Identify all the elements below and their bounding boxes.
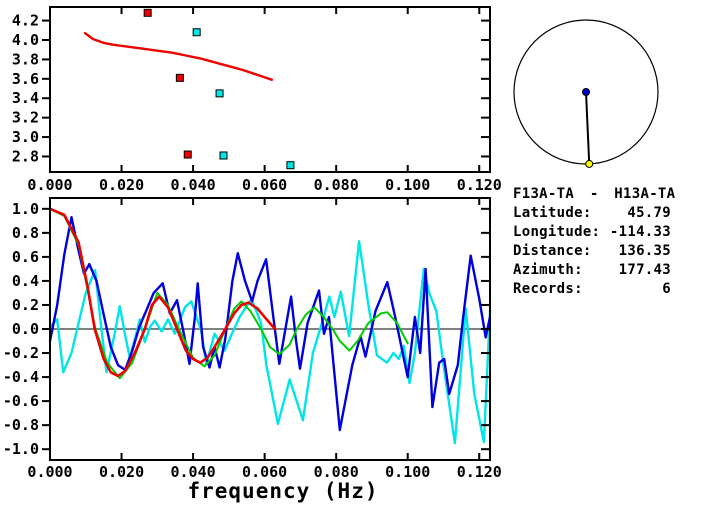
y-tick-label: 4.2: [12, 12, 39, 30]
station-pair-title: F13A-TA - H13A-TA: [513, 186, 676, 202]
y-tick-label: -1.0: [3, 440, 39, 458]
y-tick-label: 4.0: [12, 31, 39, 49]
longitude-value: -114.33: [609, 224, 671, 240]
azimuth-line: [585, 91, 591, 164]
x-axis-title: frequency (Hz): [187, 479, 379, 503]
info-row-distance: Distance: 136.35: [513, 242, 671, 261]
x-tick-label: 0.120: [457, 463, 502, 481]
y-tick-label: -0.2: [3, 344, 39, 362]
records-label: Records:: [513, 281, 583, 297]
x-tick-label: 0.000: [27, 176, 72, 194]
y-tick-label: -0.8: [3, 416, 39, 434]
series-fit-red: [48, 207, 277, 378]
x-tick-label: 0.120: [457, 176, 502, 194]
series-trace-blue: [48, 216, 492, 432]
x-tick-label: 0.040: [171, 463, 216, 481]
y-tick-label: 3.6: [12, 70, 39, 88]
pick-marker-picks-cyan[interactable]: [215, 89, 224, 98]
info-row-longitude: Longitude: -114.33: [513, 223, 671, 242]
y-tick-label: 3.8: [12, 50, 39, 68]
paired-station-dot: [585, 159, 594, 168]
y-tick-label: 0.4: [12, 272, 39, 290]
x-tick-label: 0.080: [314, 176, 359, 194]
pick-marker-picks-red[interactable]: [143, 8, 152, 17]
series-trace-cyan: [48, 240, 492, 445]
azimuth-map: [513, 19, 659, 168]
x-tick-label: 0.100: [385, 176, 430, 194]
records-value: 6: [662, 281, 671, 297]
series-model-dispersion-curve: [83, 32, 273, 82]
y-tick-label: 0.6: [12, 248, 39, 266]
pick-marker-picks-cyan[interactable]: [286, 161, 295, 170]
reference-station-dot: [582, 88, 590, 96]
info-row-records: Records: 6: [513, 280, 671, 299]
x-tick-label: 0.080: [314, 463, 359, 481]
plot-border: [49, 6, 491, 173]
cross-spectrum-plot[interactable]: 0.000 0.020 0.040 0.060 0.080 0.100 0.120 1.0 0.…: [0, 196, 502, 519]
latitude-value: 45.79: [627, 205, 671, 221]
y-tick-label: 1.0: [12, 200, 39, 218]
longitude-label: Longitude:: [513, 224, 601, 240]
latitude-label: Latitude:: [513, 205, 592, 221]
x-tick-label: 0.040: [171, 176, 216, 194]
y-tick-label: 2.8: [12, 147, 39, 165]
x-tick-label: 0.000: [27, 463, 72, 481]
y-tick-label: 0.0: [12, 320, 39, 338]
x-tick-label: 0.020: [99, 463, 144, 481]
x-tick-label: 0.020: [99, 176, 144, 194]
pick-marker-picks-red[interactable]: [175, 73, 184, 82]
azimuth-label: Azimuth:: [513, 262, 583, 278]
y-tick-label: 3.2: [12, 109, 39, 127]
x-tick-label: 0.060: [242, 463, 287, 481]
y-tick-label: 3.0: [12, 128, 39, 146]
distance-value: 136.35: [618, 243, 671, 259]
info-row-latitude: Latitude: 45.79: [513, 204, 671, 223]
x-tick-label: 0.060: [242, 176, 287, 194]
dispersion-plot[interactable]: 0.000 0.020 0.040 0.060 0.080 0.100 0.120 4.24.…: [0, 0, 502, 196]
y-tick-label: -0.6: [3, 392, 39, 410]
station-info-panel: F13A-TA - H13A-TA Latitude: 45.79 Longit…: [513, 185, 676, 299]
pick-marker-picks-cyan[interactable]: [192, 28, 201, 37]
info-row-azimuth: Azimuth: 177.43: [513, 261, 671, 280]
y-tick-label: 3.4: [12, 89, 39, 107]
y-tick-label: 0.2: [12, 296, 39, 314]
y-tick-label: -0.4: [3, 368, 39, 386]
y-tick-label: 0.8: [12, 224, 39, 242]
pick-marker-picks-cyan[interactable]: [219, 151, 228, 160]
distance-label: Distance:: [513, 243, 592, 259]
azimuth-value: 177.43: [618, 262, 671, 278]
pick-marker-picks-red[interactable]: [183, 150, 192, 159]
x-tick-label: 0.100: [385, 463, 430, 481]
